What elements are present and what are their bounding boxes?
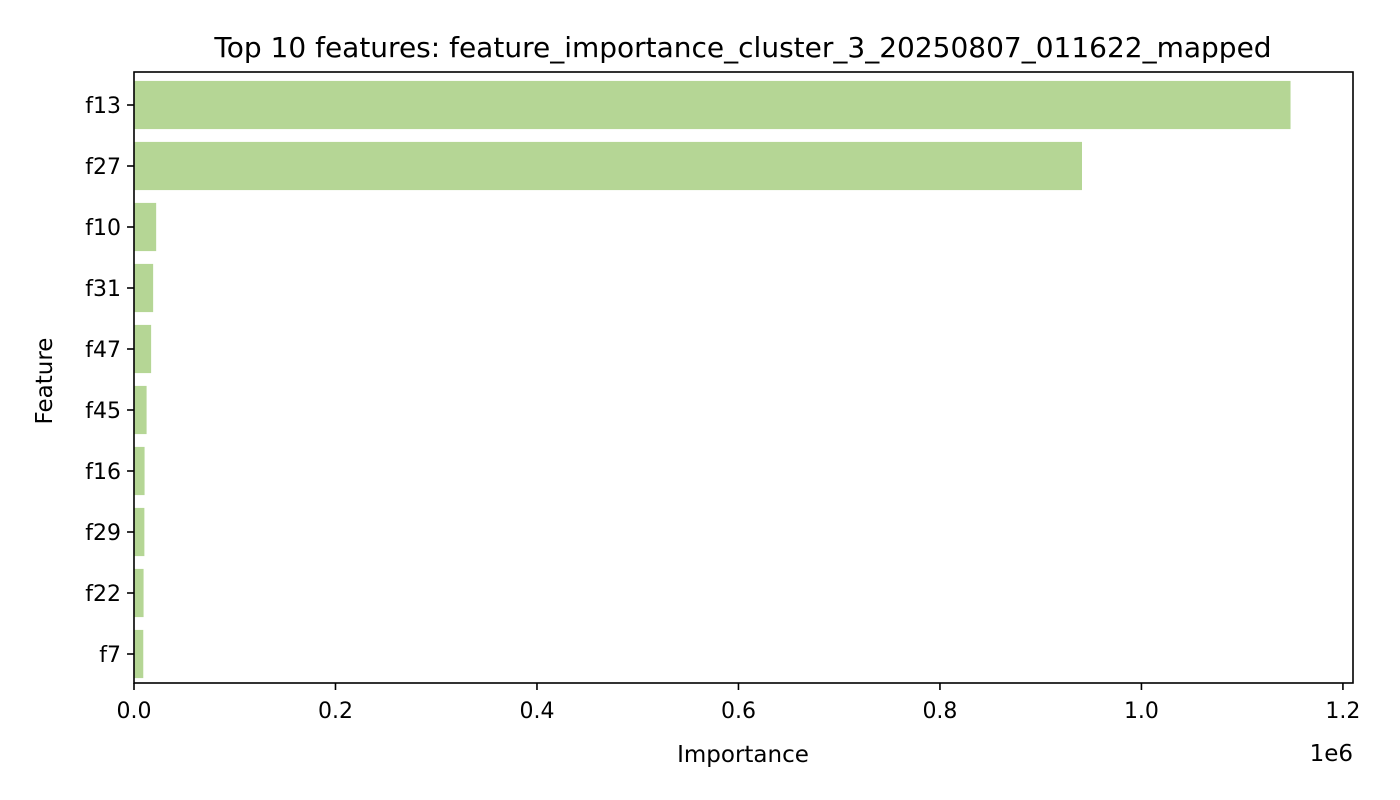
y-axis-label: Feature bbox=[32, 338, 58, 425]
y-ticks-group: f13 f27 f10 f31 f47 f45 f16 f29 f22 f7 bbox=[85, 94, 134, 668]
bar-f16 bbox=[134, 446, 145, 496]
bars-group bbox=[134, 80, 1291, 679]
bar-f29 bbox=[134, 507, 145, 557]
y-tick-label: f16 bbox=[85, 460, 121, 485]
y-tick-label: f29 bbox=[85, 521, 121, 546]
x-axis-label: Importance bbox=[677, 742, 809, 768]
x-tick-label: 0.2 bbox=[318, 699, 353, 724]
bar-f7 bbox=[134, 629, 144, 679]
y-tick-label: f22 bbox=[85, 582, 121, 607]
y-tick-label: f45 bbox=[85, 399, 121, 424]
plot-frame bbox=[133, 71, 1354, 684]
x-tick-label: 0.0 bbox=[117, 699, 152, 724]
bar-f45 bbox=[134, 385, 147, 435]
x-tick-label: 1.0 bbox=[1124, 699, 1159, 724]
x-tick-label: 0.4 bbox=[519, 699, 554, 724]
x-axis-offset-label: 1e6 bbox=[1310, 741, 1353, 767]
x-ticks-group: 0.0 0.2 0.4 0.6 0.8 1.0 1.2 bbox=[117, 683, 1360, 724]
y-tick-label: f47 bbox=[85, 338, 121, 363]
x-tick-label: 0.8 bbox=[922, 699, 957, 724]
bar-f13 bbox=[134, 80, 1291, 130]
x-tick-label: 0.6 bbox=[721, 699, 756, 724]
bar-f47 bbox=[134, 324, 152, 374]
y-tick-label: f13 bbox=[85, 94, 121, 119]
y-tick-label: f31 bbox=[85, 277, 121, 302]
y-tick-label: f10 bbox=[85, 216, 121, 241]
x-tick-label: 1.2 bbox=[1325, 699, 1360, 724]
bar-f27 bbox=[134, 141, 1082, 191]
y-tick-label: f27 bbox=[85, 155, 121, 180]
y-tick-label: f7 bbox=[99, 643, 121, 668]
bar-f10 bbox=[134, 202, 157, 252]
bar-f31 bbox=[134, 263, 154, 313]
bar-f22 bbox=[134, 568, 144, 618]
chart-title: Top 10 features: feature_importance_clus… bbox=[213, 31, 1271, 64]
